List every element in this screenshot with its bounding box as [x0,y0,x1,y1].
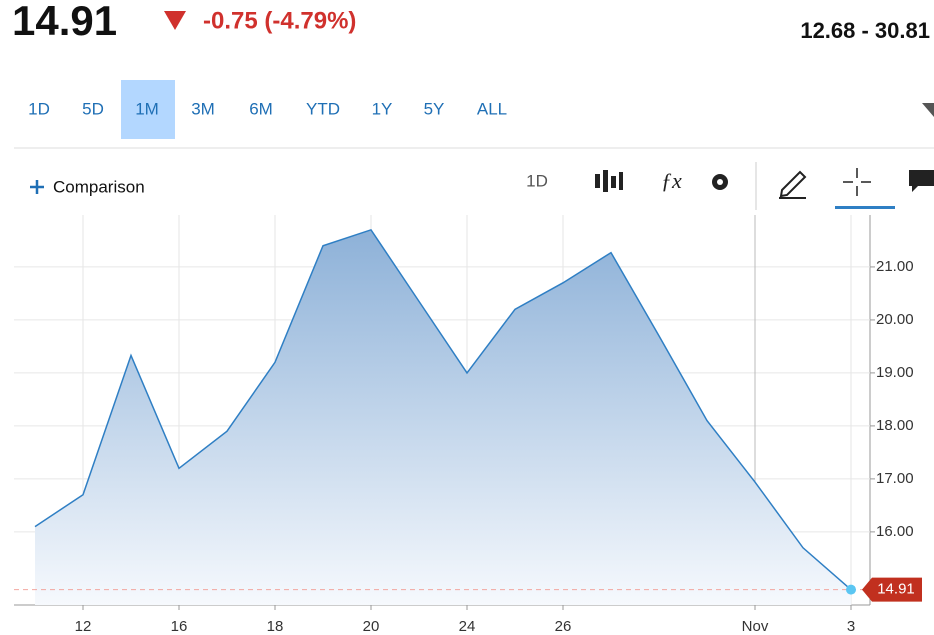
area [35,229,851,605]
x-tick-label: 12 [75,618,92,635]
interval-button[interactable]: 1D [526,171,548,190]
tab[interactable]: 6M [249,99,273,118]
last-price-label: 14.91 [877,581,915,598]
tab[interactable]: 1M [135,99,159,118]
active-tab-bg [121,80,175,139]
y-tick-label: 16.00 [876,523,914,540]
comparison-label: Comparison [53,177,145,196]
settings-hole [717,179,723,185]
draw-icon[interactable] [779,170,807,199]
comment-icon[interactable] [909,170,934,192]
last-price-badge [862,577,922,602]
y-tick-label: 21.00 [876,258,914,275]
x-tick-label: Nov [742,618,769,635]
last-point [846,584,856,595]
tab[interactable]: 1D [28,99,50,118]
plus-icon [30,180,44,194]
y-tick-label: 17.00 [876,470,914,487]
tab[interactable]: YTD [306,99,340,118]
crosshair-icon[interactable] [843,168,871,196]
collapse-icon[interactable] [922,103,934,117]
x-tick-label: 18 [267,618,284,635]
indicator-icon[interactable]: ƒx [661,168,682,193]
x-tick-label: 3 [847,618,855,635]
price: 14.91 [12,0,117,44]
tab[interactable]: 5D [82,99,104,118]
series [34,228,852,605]
crosshair-active [835,206,895,209]
line [34,228,852,591]
plot: 16.00 17.00 18.00 19.00 20.00 21.00 12 16 18 20 24… [14,215,922,635]
tab[interactable]: 1Y [372,99,393,118]
comparison-button[interactable]: Comparison [30,177,145,196]
range-tabs: 1D 5D 1M 3M 6M YTD 1Y 5Y ALL [28,80,507,139]
x-tick-label: 26 [555,618,572,635]
x-tick-label: 20 [363,618,380,635]
tab[interactable]: 5Y [424,99,445,118]
x-tick-label: 16 [171,618,188,635]
y-tick-label: 18.00 [876,417,914,434]
x-tick-label: 24 [459,618,476,635]
y-tick-label: 20.00 [876,311,914,328]
range: 12.68 - 30.81 [800,18,930,43]
y-tick-label: 19.00 [876,364,914,381]
down-arrow [164,11,186,30]
tab[interactable]: 3M [191,99,215,118]
candle-icon[interactable] [595,170,623,192]
tab[interactable]: ALL [477,99,507,118]
price-change: -0.75 (-4.79%) [203,7,356,34]
